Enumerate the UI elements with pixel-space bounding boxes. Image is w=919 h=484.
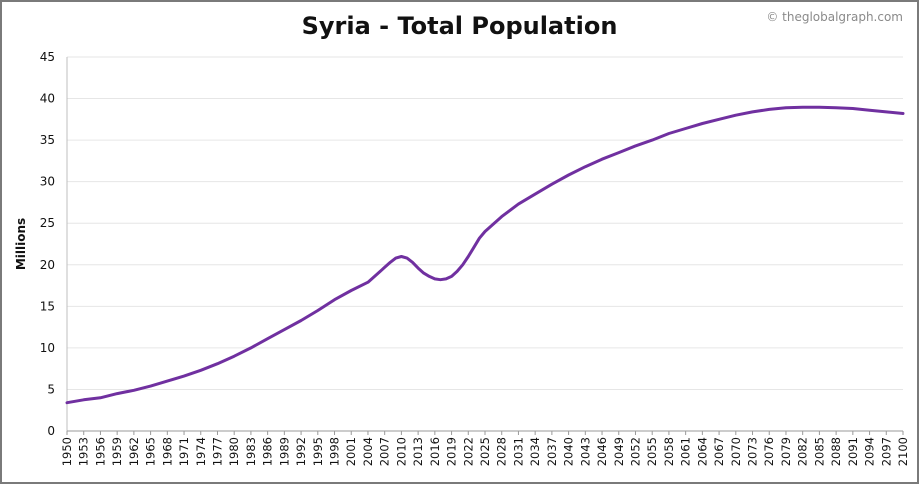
x-tick-label: 1977: [210, 437, 224, 466]
x-tick-label: 1974: [194, 437, 208, 466]
x-tick-label: 2040: [562, 437, 576, 466]
series: [65, 105, 905, 405]
x-tick-label: 2088: [829, 437, 843, 466]
x-tick-label: 2076: [762, 437, 776, 466]
x-tick-label: 2058: [662, 437, 676, 466]
axes: [66, 57, 904, 435]
x-tick-label: 1965: [144, 437, 158, 466]
x-tick-label: 1956: [93, 437, 107, 466]
y-tick-label: 30: [40, 175, 55, 189]
x-tick-label: 2064: [695, 437, 709, 466]
population-line: [65, 105, 905, 405]
gridlines: [67, 56, 903, 390]
x-tick-label: 1962: [127, 437, 141, 466]
x-tick-label: 2097: [879, 437, 893, 466]
y-tick-label: 25: [40, 216, 55, 230]
x-tick-label: 2007: [378, 437, 392, 466]
x-tick-labels: 1950 1953 1956 1959 1962 1965 1968 1971 1974 1977…: [60, 437, 910, 466]
x-tick-label: 2028: [495, 437, 509, 466]
x-tick-label: 2037: [545, 437, 559, 466]
x-tick-label: 1980: [227, 437, 241, 466]
x-tick-label: 2022: [461, 437, 475, 466]
x-tick-label: 2043: [578, 437, 592, 466]
x-tick-label: 1989: [277, 437, 291, 466]
watermark: © theglobalgraph.com: [766, 10, 903, 24]
x-tick-label: 2016: [428, 437, 442, 466]
x-tick-label: 1995: [311, 437, 325, 466]
y-tick-label: 15: [40, 299, 55, 313]
x-tick-label: 2070: [729, 437, 743, 466]
x-tick-label: 1968: [160, 437, 174, 466]
x-tick-label: 2091: [846, 437, 860, 466]
x-tick-label: 1959: [110, 437, 124, 466]
x-tick-label: 2082: [796, 437, 810, 466]
x-tick-label: 2046: [595, 437, 609, 466]
x-tick-label: 2034: [528, 437, 542, 466]
x-tick-label: 2049: [612, 437, 626, 466]
x-tick-label: 1986: [261, 437, 275, 466]
y-tick-label: 35: [40, 133, 55, 147]
x-tick-label: 2052: [628, 437, 642, 466]
x-tick-label: 2085: [812, 437, 826, 466]
x-tick-label: 1971: [177, 437, 191, 466]
x-tick-label: 2010: [394, 437, 408, 466]
x-tick-label: 1983: [244, 437, 258, 466]
x-tick-label: 2019: [445, 437, 459, 466]
y-tick-label: 10: [40, 341, 55, 355]
y-tick-label: 45: [40, 50, 55, 64]
y-tick-label: 5: [47, 382, 55, 396]
x-tick-label: 2031: [511, 437, 525, 466]
x-tick-label: 1953: [77, 437, 91, 466]
x-tick-label: 2094: [863, 437, 877, 466]
x-tick-label: 2001: [344, 437, 358, 466]
x-tick-label: 2013: [411, 437, 425, 466]
x-tick-label: 2055: [645, 437, 659, 466]
chart-title: Syria - Total Population: [301, 12, 618, 40]
x-tick-label: 1992: [294, 437, 308, 466]
y-tick-label: 20: [40, 258, 55, 272]
y-tick-label: 40: [40, 92, 55, 106]
x-tick-label: 2025: [478, 437, 492, 466]
x-tick-label: 1950: [60, 437, 74, 466]
x-tick-label: 2067: [712, 437, 726, 466]
y-tick-label: 0: [47, 424, 55, 438]
x-tick-label: 2004: [361, 437, 375, 466]
x-tick-label: 2100: [896, 437, 910, 466]
x-tick-label: 2073: [746, 437, 760, 466]
y-tick-labels: 0 5 10 15 20 25 30 35 40 45: [40, 50, 55, 438]
x-tick-label: 2079: [779, 437, 793, 466]
x-tick-label: 1998: [328, 437, 342, 466]
x-tick-label: 2061: [679, 437, 693, 466]
y-axis-label: Millions: [14, 218, 28, 270]
